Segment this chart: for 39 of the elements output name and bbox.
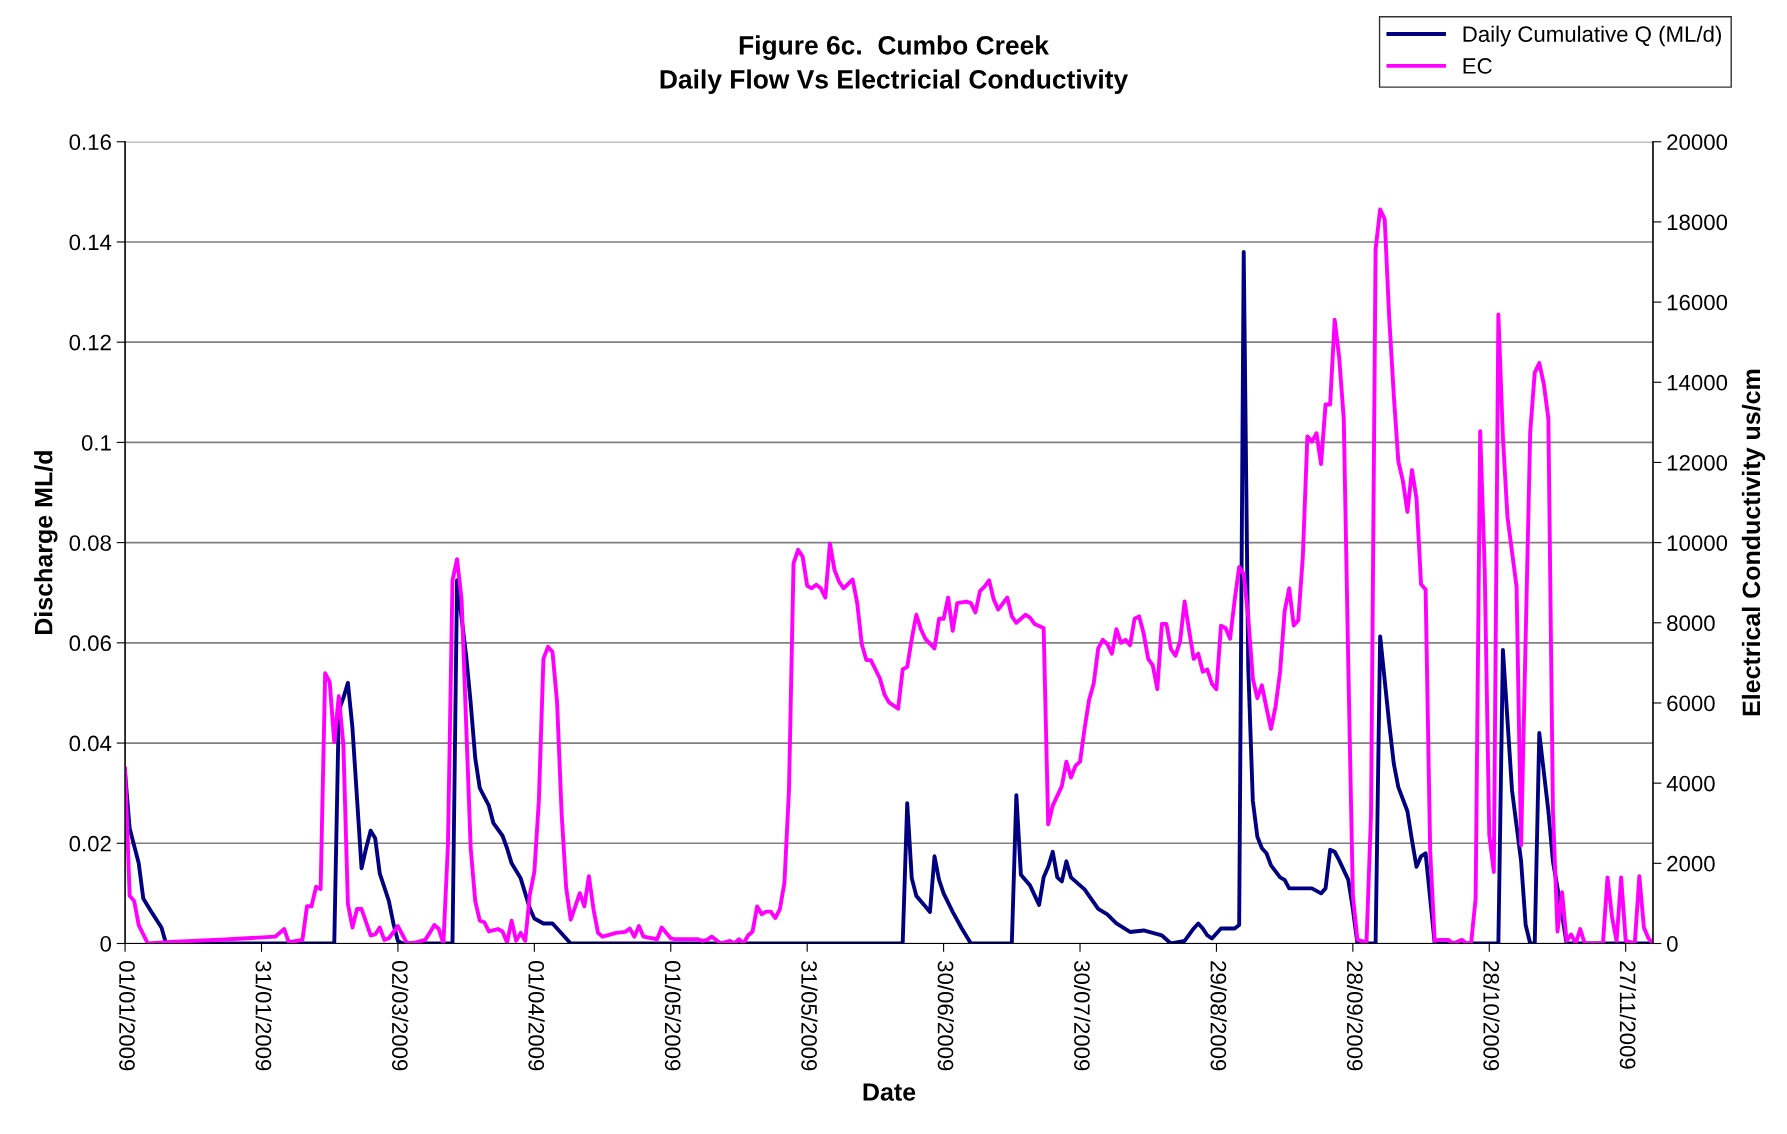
y2-tick-label: 12000 xyxy=(1667,454,1728,471)
x-tick-label: 31/01/2009 xyxy=(255,961,272,1071)
chart-subtitle: Daily Flow Vs Electricial Conductivity xyxy=(660,69,1129,94)
x-tick-label: 30/06/2009 xyxy=(937,961,954,1071)
x-tick-label: 01/05/2009 xyxy=(664,961,682,1071)
y-axis-title: Discharge ML/d xyxy=(34,451,58,635)
y-tick-label: 0 xyxy=(100,936,112,952)
legend-label: Daily Cumulative Q (ML/d) xyxy=(1463,25,1721,47)
x-tick-label: 29/08/2009 xyxy=(1210,961,1227,1071)
x-tick-label: 02/03/2009 xyxy=(391,961,409,1071)
y-tick-label: 0.16 xyxy=(69,134,111,151)
y2-tick-label: 14000 xyxy=(1667,374,1728,391)
y2-tick-label: 10000 xyxy=(1667,535,1728,551)
x-axis-title: Date xyxy=(863,1083,916,1101)
x-tick-label: 28/09/2009 xyxy=(1346,961,1364,1071)
y2-tick-label: 8000 xyxy=(1667,615,1715,632)
x-tick-label: 27/11/2009 xyxy=(1619,961,1637,1069)
y2-tick-label: 18000 xyxy=(1667,214,1728,231)
y-tick-label: 0.14 xyxy=(69,234,112,251)
y2-tick-label: 6000 xyxy=(1667,695,1715,712)
x-tick-label: 28/10/2009 xyxy=(1483,961,1500,1071)
x-tick-label: 31/05/2009 xyxy=(801,961,818,1071)
y-tick-label: 0.02 xyxy=(69,835,111,852)
y-tick-label: 0.04 xyxy=(69,735,112,752)
y-tick-label: 0.12 xyxy=(69,334,111,351)
y-tick-label: 0.1 xyxy=(81,434,111,451)
x-tick-label: 01/04/2009 xyxy=(528,961,545,1071)
y2-tick-label: 20000 xyxy=(1667,134,1728,151)
legend-label: EC xyxy=(1463,58,1492,74)
y2-tick-label: 4000 xyxy=(1666,775,1715,792)
y2-axis-title: Electrical Conductivity us/cm xyxy=(1741,369,1766,716)
x-tick-label: 30/07/2009 xyxy=(1074,961,1091,1071)
y-tick-label: 0.08 xyxy=(69,535,111,551)
y-tick-label: 0.06 xyxy=(69,635,111,652)
chart-title: Figure 6c. Cumbo Creek xyxy=(739,35,1049,60)
x-tick-label: 01/01/2009 xyxy=(119,961,136,1071)
y2-tick-label: 16000 xyxy=(1667,294,1728,311)
y2-tick-label: 0 xyxy=(1667,936,1678,952)
y2-tick-label: 2000 xyxy=(1667,855,1715,872)
